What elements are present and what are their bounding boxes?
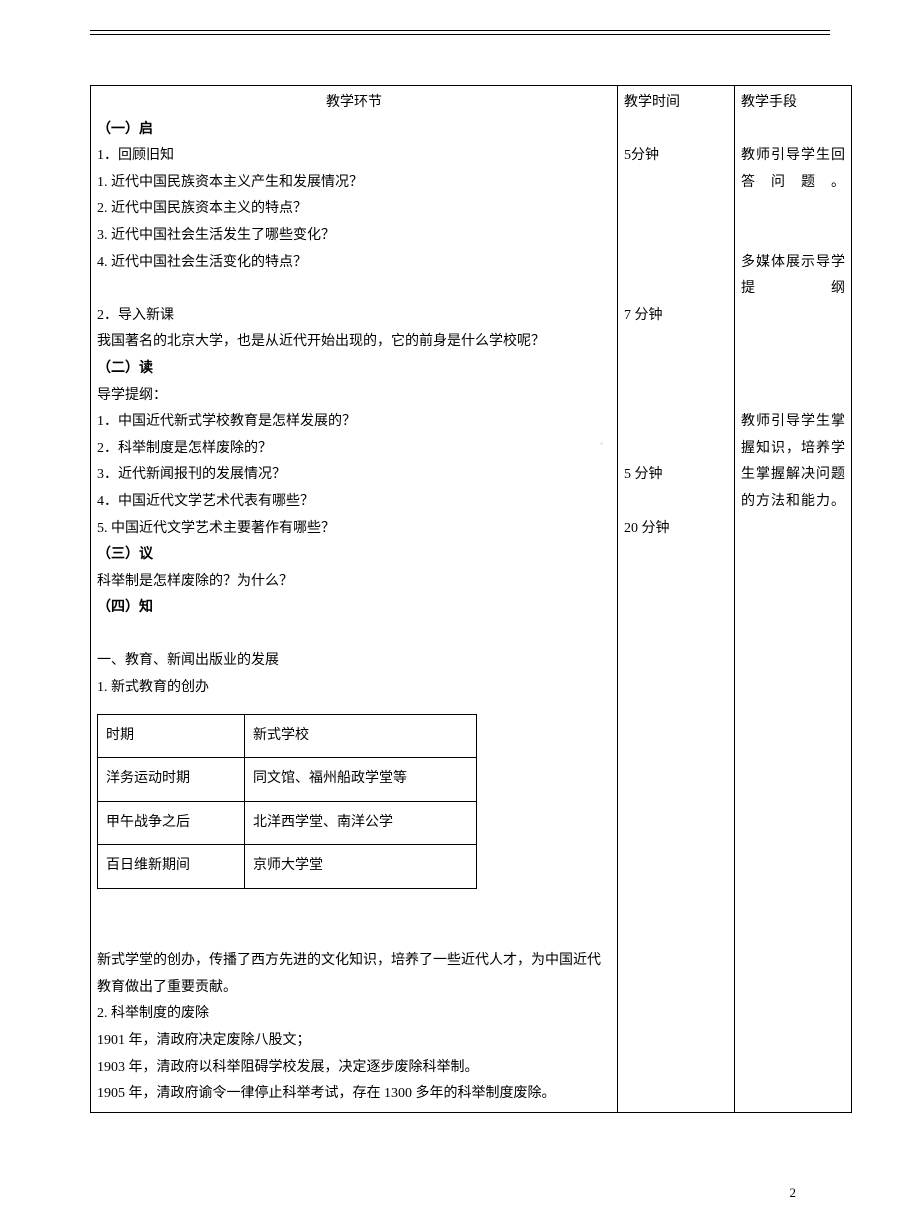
inner-r2c1: 甲午战争之后 xyxy=(98,801,245,845)
inner-r1c2: 同文馆、福州船政学堂等 xyxy=(245,758,477,802)
inner-r3c1: 百日维新期间 xyxy=(98,845,245,889)
section-1-subtitle-2: 2．导入新课 xyxy=(97,303,611,330)
section-2-q5: 5. 中国近代文学艺术主要著作有哪些？ xyxy=(97,516,611,543)
segment-title: 教学环节 xyxy=(97,90,611,117)
section-2-subtitle: 导学提纲： xyxy=(97,383,611,410)
new-schools-table: 时期 新式学校 洋务运动时期 同文馆、福州船政学堂等 甲午战争之后 北洋西学堂、… xyxy=(97,714,477,889)
section-2-title: （二）读 xyxy=(97,356,611,383)
paragraph-new-schools: 新式学堂的创办，传播了西方先进的文化知识，培养了一些近代人才，为中国近代教育做出… xyxy=(97,948,611,1001)
method-3: 教师引导学生掌握知识，培养学生掌握解决问题的方法和能力。 xyxy=(741,409,845,515)
time-4: 20 分钟 xyxy=(624,516,728,543)
abolish-line-1: 1901 年，清政府决定废除八股文； xyxy=(97,1028,611,1055)
page-number: 2 xyxy=(790,1181,797,1204)
section-1-q2: 2. 近代中国民族资本主义的特点？ xyxy=(97,196,611,223)
time-1: 5分钟 xyxy=(624,143,728,170)
inner-r1c1: 洋务运动时期 xyxy=(98,758,245,802)
section-3-title: （三）议 xyxy=(97,542,611,569)
content-cell: 教学环节 （一）启 1．回顾旧知 1. 近代中国民族资本主义产生和发展情况？ 2… xyxy=(91,86,618,1113)
time-cell: 教学时间 5分钟 7 分钟 5 分钟 xyxy=(618,86,735,1113)
inner-th-school: 新式学校 xyxy=(245,714,477,758)
section-2-q3: 3．近代新闻报刊的发展情况？ xyxy=(97,462,611,489)
section-3-q: 科举制是怎样废除的？为什么？ xyxy=(97,569,611,596)
section-1-subtitle-1: 1．回顾旧知 xyxy=(97,143,611,170)
section-4-heading-1: 一、教育、新闻出版业的发展 xyxy=(97,648,611,675)
section-2-q2: 2．科举制度是怎样废除的？◦ xyxy=(97,436,611,463)
method-2: 多媒体展示导学提纲 xyxy=(741,250,845,303)
section-1-intro: 我国著名的北京大学，也是从近代开始出现的，它的前身是什么学校呢？ xyxy=(97,329,611,356)
section-2-q4: 4．中国近代文学艺术代表有哪些？ xyxy=(97,489,611,516)
section-4-title: （四）知 xyxy=(97,595,611,622)
section-1-q1: 1. 近代中国民族资本主义产生和发展情况？ xyxy=(97,170,611,197)
top-horizontal-rule xyxy=(90,30,830,35)
abolish-line-2: 1903 年，清政府以科举阻碍学校发展，决定逐步废除科举制。 xyxy=(97,1055,611,1082)
section-1-q4: 4. 近代中国社会生活变化的特点？ xyxy=(97,250,611,277)
lesson-plan-table: 教学环节 （一）启 1．回顾旧知 1. 近代中国民族资本主义产生和发展情况？ 2… xyxy=(90,85,852,1113)
section-2-q1: 1．中国近代新式学校教育是怎样发展的？ xyxy=(97,409,611,436)
section-4-sub-1: 1. 新式教育的创办 xyxy=(97,675,611,702)
time-3: 5 分钟 xyxy=(624,462,728,489)
method-cell: 教学手段 教师引导学生回答问题。 多媒体展示导学提纲 教师引导学生掌握知识，培养… xyxy=(735,86,852,1113)
inner-th-period: 时期 xyxy=(98,714,245,758)
time-header: 教学时间 xyxy=(624,90,728,117)
inner-r3c2: 京师大学堂 xyxy=(245,845,477,889)
section-4-sub-2: 2. 科举制度的废除 xyxy=(97,1001,611,1028)
annotation-mark: ◦ xyxy=(600,436,603,451)
section-1-title: （一）启 xyxy=(97,117,611,144)
time-2: 7 分钟 xyxy=(624,303,728,330)
method-1: 教师引导学生回答问题。 xyxy=(741,143,845,196)
method-header: 教学手段 xyxy=(741,90,845,117)
inner-r2c2: 北洋西学堂、南洋公学 xyxy=(245,801,477,845)
section-1-q3: 3. 近代中国社会生活发生了哪些变化？ xyxy=(97,223,611,250)
abolish-line-3: 1905 年，清政府谕令一律停止科举考试，存在 1300 多年的科举制度废除。 xyxy=(97,1081,611,1108)
document-page: 教学环节 （一）启 1．回顾旧知 1. 近代中国民族资本主义产生和发展情况？ 2… xyxy=(0,0,920,1224)
